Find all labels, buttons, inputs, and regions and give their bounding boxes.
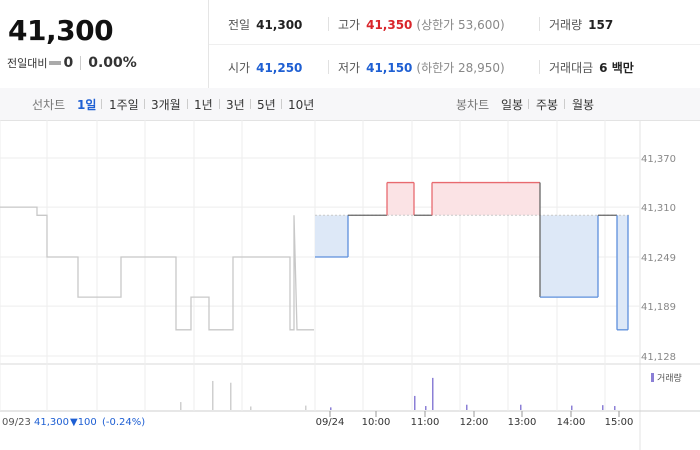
y-tick-label: 41,310 — [641, 203, 676, 214]
stat-low: 저가 41,150 (하한가 28,950) — [338, 59, 505, 76]
stat-value: 41,150 — [366, 61, 413, 75]
stat-label: 거래량 — [549, 18, 583, 32]
tab-divider — [144, 99, 145, 109]
flat-change-icon — [49, 61, 62, 65]
stat-volume: 거래량 157 — [549, 16, 613, 33]
today-volume-bar — [330, 407, 332, 410]
lower-limit: (하한가 28,950) — [416, 61, 505, 75]
stat-value: 41,300 — [256, 18, 303, 32]
stat-prev-close: 전일 41,300 — [228, 16, 302, 33]
stat-value: 157 — [588, 18, 614, 32]
x-tick-label: 11:00 — [411, 417, 440, 428]
today-volume-bar — [466, 404, 468, 410]
prev-volume-bar — [305, 405, 307, 410]
tab-10year[interactable]: 10년 — [288, 98, 315, 112]
change-row: 전일대비 0 0.00% — [7, 55, 137, 71]
y-tick-label: 41,128 — [641, 352, 676, 363]
tab-divider — [250, 99, 251, 109]
divider — [539, 17, 540, 31]
chart-tab-bar: 선차트 1일 1주일 3개월 1년 3년 5년 10년 봉차트 일봉 주봉 월봉 — [0, 88, 700, 121]
fall-fill-area — [617, 215, 628, 330]
rise-fill-area — [387, 182, 414, 216]
prev-volume-bar — [180, 402, 182, 410]
change-value: 0 — [63, 55, 74, 71]
line-chart-label: 선차트 — [32, 98, 66, 112]
upper-limit: (상한가 53,600) — [416, 18, 505, 32]
x-tick-label: 09/24 — [316, 417, 345, 428]
stat-open: 시가 41,250 — [228, 59, 302, 76]
price-box: 41,300 전일대비 0 0.00% — [0, 0, 209, 88]
today-volume-bar — [602, 405, 604, 410]
intraday-price-chart: 41,370 41,310 41,249 41,189 41,128 09/24 10:00… — [0, 120, 700, 450]
stat-value: 41,250 — [256, 61, 303, 75]
prev-volume-bar — [250, 406, 252, 410]
fall-fill-area — [315, 215, 348, 257]
x-tick-label: 12:00 — [460, 417, 489, 428]
tab-divider — [564, 99, 565, 109]
today-volume-bar — [425, 406, 427, 410]
prev-day-price-line — [0, 206, 314, 331]
today-volume-bar — [571, 405, 573, 410]
change-divider — [80, 56, 82, 70]
divider — [539, 60, 540, 74]
tab-divider — [281, 99, 282, 109]
tab-1day[interactable]: 1일 — [77, 98, 97, 112]
tab-divider — [187, 99, 188, 109]
current-price: 41,300 — [8, 14, 114, 47]
prev-day-price: 41,300 — [34, 417, 69, 428]
stat-label: 시가 — [228, 61, 251, 75]
divider — [328, 17, 329, 31]
stat-amount: 거래대금 6 백만 — [549, 59, 634, 76]
change-percent: 0.00% — [88, 55, 137, 71]
volume-legend-swatch — [651, 373, 654, 382]
stat-value: 6 백만 — [599, 61, 634, 75]
y-tick-label: 41,189 — [641, 302, 676, 313]
x-tick-label: 13:00 — [508, 417, 537, 428]
prev-day-date: 09/23 — [2, 417, 31, 428]
fall-fill-area — [540, 215, 598, 298]
y-tick-label: 41,370 — [641, 154, 676, 165]
today-volume-bar — [614, 406, 616, 410]
x-tick-label: 14:00 — [557, 417, 586, 428]
tab-divider — [219, 99, 220, 109]
stat-high: 고가 41,350 (상한가 53,600) — [338, 16, 505, 33]
quote-summary: 41,300 전일대비 0 0.00% 전일 41,300 고가 41,350 (상한… — [0, 0, 700, 89]
tab-divider — [528, 99, 529, 109]
tab-3year[interactable]: 3년 — [226, 98, 245, 112]
tab-weekly-candle[interactable]: 주봉 — [536, 98, 559, 112]
volume-legend-label: 거래량 — [657, 372, 682, 384]
today-volume-bar — [414, 395, 416, 410]
row-divider — [209, 44, 700, 45]
candle-chart-label: 봉차트 — [456, 98, 490, 112]
stat-label: 저가 — [338, 61, 361, 75]
tab-1week[interactable]: 1주일 — [109, 98, 139, 112]
stat-label: 전일 — [228, 18, 251, 32]
y-tick-label: 41,249 — [641, 253, 676, 264]
divider — [328, 60, 329, 74]
prev-day-change-pct: (-0.24%) — [102, 417, 145, 428]
prev-volume-bar — [230, 382, 232, 410]
tab-daily-candle[interactable]: 일봉 — [501, 98, 524, 112]
prev-day-change: ▼100 — [70, 417, 97, 428]
today-volume-bar — [432, 377, 434, 410]
tab-divider — [101, 99, 102, 109]
stat-label: 거래대금 — [549, 61, 594, 75]
tab-5year[interactable]: 5년 — [257, 98, 276, 112]
change-label: 전일대비 — [7, 57, 48, 70]
tab-3month[interactable]: 3개월 — [151, 98, 181, 112]
tab-monthly-candle[interactable]: 월봉 — [572, 98, 595, 112]
stat-value: 41,350 — [366, 18, 413, 32]
rise-fill-area — [432, 182, 540, 216]
stat-label: 고가 — [338, 18, 361, 32]
prev-volume-bar — [212, 380, 214, 410]
x-tick-label: 15:00 — [605, 417, 634, 428]
today-volume-bar — [520, 404, 522, 410]
x-tick-label: 10:00 — [362, 417, 391, 428]
tab-1year[interactable]: 1년 — [194, 98, 213, 112]
